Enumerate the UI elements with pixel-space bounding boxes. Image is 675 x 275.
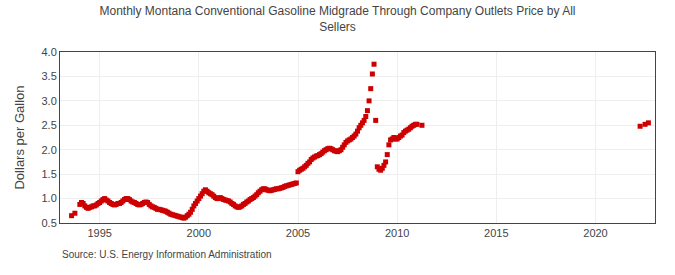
svg-text:2000: 2000 — [187, 227, 211, 239]
svg-text:3.0: 3.0 — [42, 95, 57, 107]
svg-text:2010: 2010 — [385, 227, 409, 239]
svg-text:Monthly Montana Conventional G: Monthly Montana Conventional Gasoline Mi… — [99, 4, 575, 34]
svg-text:4.0: 4.0 — [42, 46, 57, 58]
svg-text:2005: 2005 — [286, 227, 310, 239]
svg-text:Source: U.S. Energy Informatio: Source: U.S. Energy Information Administ… — [62, 249, 272, 260]
svg-text:2.5: 2.5 — [42, 119, 57, 131]
svg-text:1.0: 1.0 — [42, 192, 57, 204]
svg-text:2020: 2020 — [583, 227, 607, 239]
svg-text:2015: 2015 — [484, 227, 508, 239]
svg-text:Dollars per Gallon: Dollars per Gallon — [12, 85, 27, 189]
svg-text:2.0: 2.0 — [42, 144, 57, 156]
svg-text:3.5: 3.5 — [42, 70, 57, 82]
svg-text:1.5: 1.5 — [42, 168, 57, 180]
svg-text:1995: 1995 — [87, 227, 111, 239]
svg-text:0.5: 0.5 — [42, 217, 57, 229]
